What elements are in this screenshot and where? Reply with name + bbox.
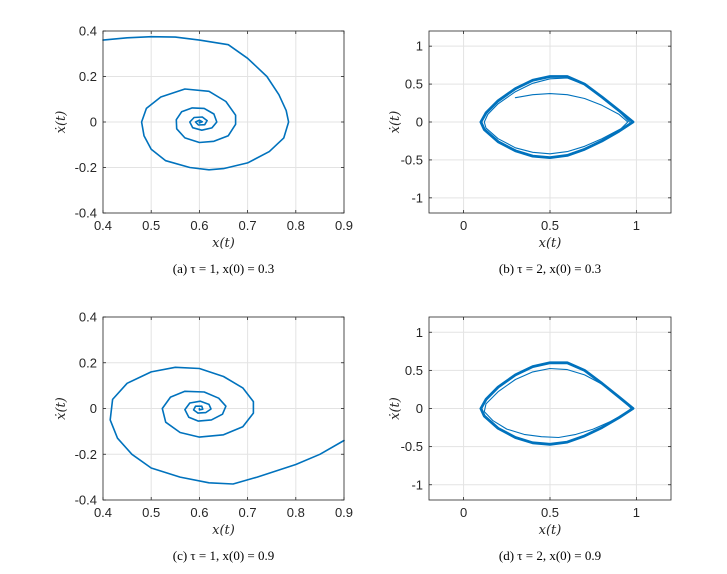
subfigure-caption: (a) τ = 1, x(0) = 0.3 — [173, 261, 274, 276]
x-tick-label: 0.8 — [287, 218, 305, 233]
y-tick-label: 1 — [416, 325, 423, 340]
y-tick-label: -0.2 — [75, 160, 97, 175]
y-tick-label: -0.4 — [75, 493, 97, 508]
y-tick-label: 0 — [90, 401, 97, 416]
y-tick-label: 0 — [90, 115, 97, 130]
y-tick-label: 1 — [416, 39, 423, 54]
x-tick-label: 0.8 — [287, 505, 305, 520]
x-axis-label: x(t) — [212, 523, 235, 538]
y-axis-label: ẋ(t) — [388, 397, 403, 420]
axes-box — [102, 316, 345, 501]
x-axis-label: x(t) — [539, 236, 562, 251]
x-tick-label: 0.4 — [94, 218, 112, 233]
subplot-a: 0.4 0.5 0.6 0.7 0.8 0.9 -0.4 -0.2 0 0.2 0.4 x(t) ẋ(t… — [54, 24, 353, 277]
subfigure-caption: (d) τ = 2, x(0) = 0.9 — [499, 548, 601, 563]
x-tick-label: 0.6 — [190, 505, 208, 520]
y-axis-label: ẋ(t) — [54, 397, 69, 420]
y-tick-label: 0.4 — [79, 24, 97, 39]
y-tick-label: 0.5 — [405, 363, 423, 378]
subplot-c: 0.4 0.5 0.6 0.7 0.8 0.9 -0.4 -0.2 0 0.2 0.4 x(t) ẋ(t… — [54, 310, 353, 564]
subfigure-caption: (c) τ = 1, x(0) = 0.9 — [173, 548, 274, 563]
y-tick-label: -0.4 — [75, 206, 97, 221]
y-axis-label: ẋ(t) — [54, 111, 69, 134]
y-tick-label: 0 — [416, 115, 423, 130]
x-axis-label: x(t) — [212, 236, 235, 251]
y-tick-label: -0.5 — [401, 152, 423, 167]
x-tick-label: 0.9 — [335, 218, 353, 233]
x-tick-label: 1 — [633, 505, 640, 520]
subplot-d: 0 0.5 1 -1 -0.5 0 0.5 1 x(t) ẋ(t) (d) τ = 2, x(0) … — [388, 316, 672, 563]
y-tick-label: 0.2 — [79, 355, 97, 370]
subplot-b: 0 0.5 1 -1 -0.5 0 0.5 1 x(t) ẋ(t) (b) τ = 2, x(0) … — [388, 30, 672, 276]
x-tick-label: 0.9 — [335, 505, 353, 520]
axes-box — [102, 30, 345, 214]
series-trajectory — [109, 366, 345, 485]
series-limit-cycle — [479, 75, 635, 159]
series-transient — [483, 367, 632, 439]
y-tick-label: -1 — [411, 477, 423, 492]
x-tick-label: 0.5 — [142, 218, 160, 233]
x-tick-label: 0.7 — [239, 505, 257, 520]
x-tick-label: 0 — [460, 218, 467, 233]
x-tick-label: 1 — [633, 218, 640, 233]
x-tick-label: 0.6 — [190, 218, 208, 233]
x-tick-label: 0.5 — [541, 505, 559, 520]
y-tick-label: 0.5 — [405, 77, 423, 92]
axes-box — [428, 316, 672, 501]
x-tick-label: 0.7 — [239, 218, 257, 233]
x-tick-label: 0.4 — [94, 505, 112, 520]
y-tick-label: -0.5 — [401, 439, 423, 454]
x-axis-label: x(t) — [539, 523, 562, 538]
y-tick-label: -1 — [411, 190, 423, 205]
x-tick-label: 0.5 — [142, 505, 160, 520]
series-transient — [483, 77, 631, 155]
y-axis-label: ẋ(t) — [388, 111, 403, 134]
x-tick-label: 0.5 — [541, 218, 559, 233]
axes-box — [428, 30, 672, 214]
series-limit-cycle — [479, 361, 635, 446]
y-tick-label: 0.2 — [79, 69, 97, 84]
series-trajectory — [102, 35, 290, 171]
y-tick-label: 0 — [416, 401, 423, 416]
subfigure-caption: (b) τ = 2, x(0) = 0.3 — [499, 261, 601, 276]
x-tick-label: 0 — [460, 505, 467, 520]
y-tick-label: 0.4 — [79, 310, 97, 325]
y-tick-label: -0.2 — [75, 447, 97, 462]
